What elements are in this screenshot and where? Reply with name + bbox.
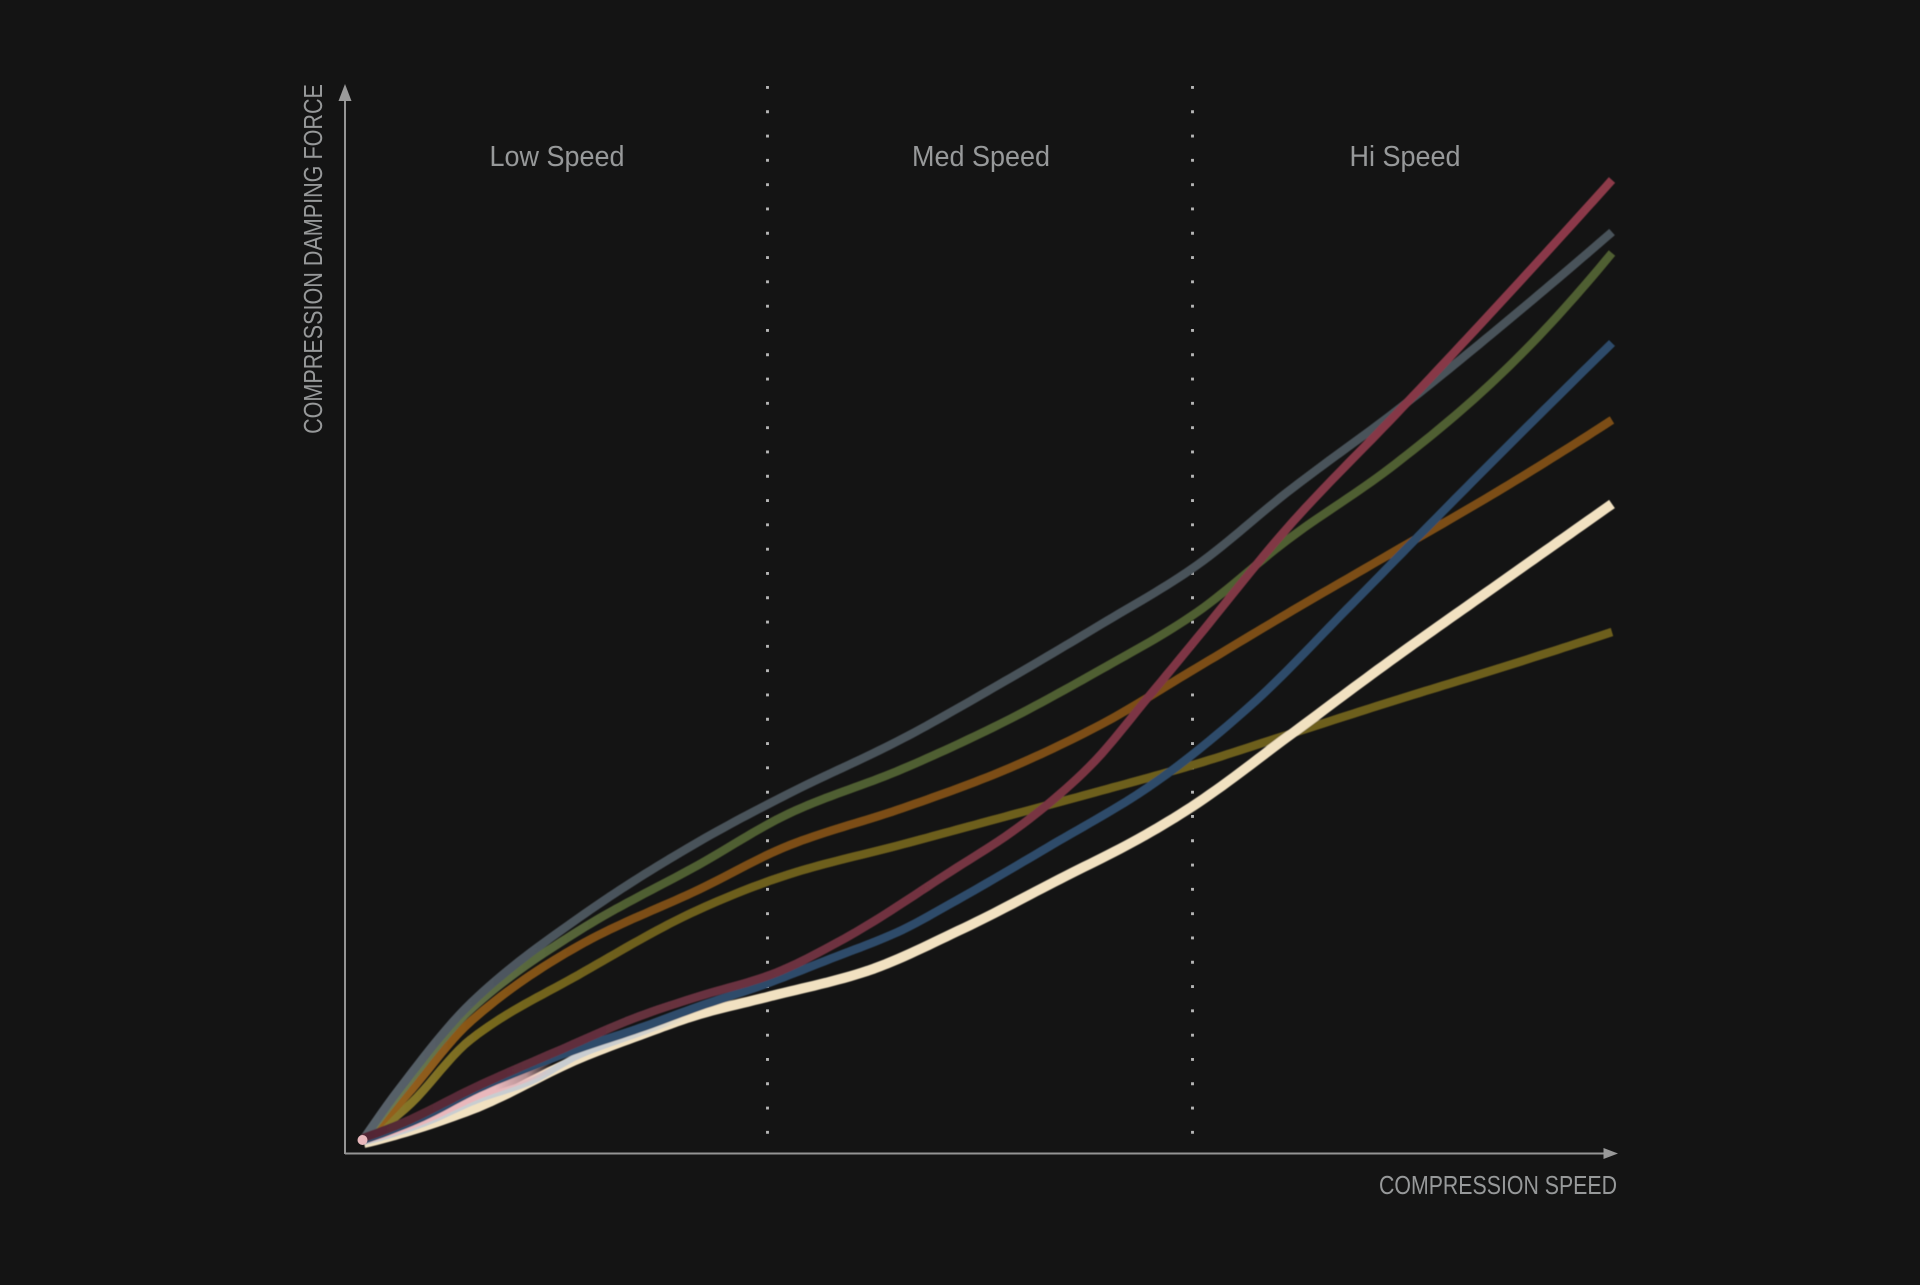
svg-text:Hi Speed: Hi Speed <box>1350 140 1461 172</box>
svg-text:COMPRESSION DAMPING FORCE: COMPRESSION DAMPING FORCE <box>299 84 328 434</box>
svg-text:Low Speed: Low Speed <box>490 140 625 172</box>
svg-text:COMPRESSION SPEED: COMPRESSION SPEED <box>1379 1171 1617 1201</box>
svg-text:Med Speed: Med Speed <box>912 140 1050 172</box>
